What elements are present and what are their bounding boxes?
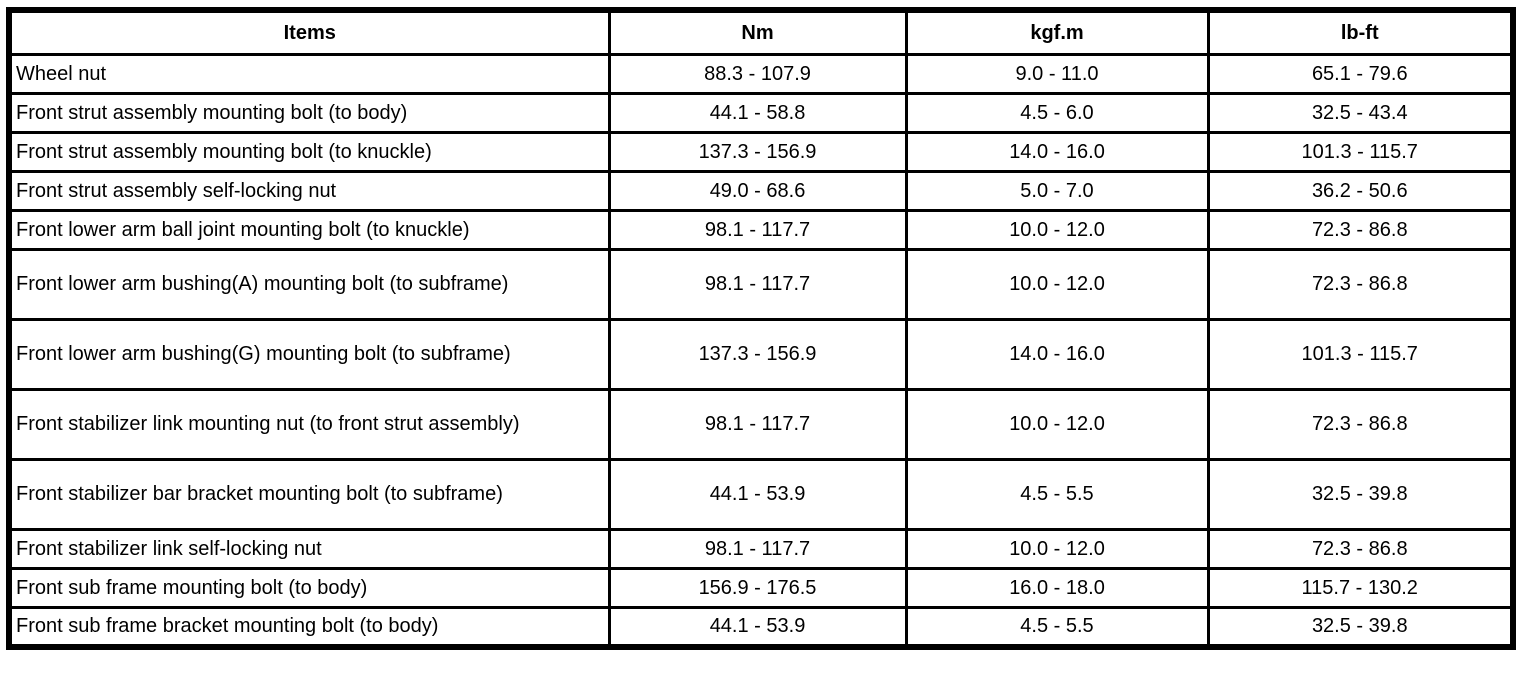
lbft-value: 65.1 - 79.6 — [1206, 53, 1515, 95]
kgfm-value: 10.0 - 12.0 — [904, 248, 1210, 321]
column-header-nm: Nm — [607, 8, 908, 56]
table-row: Front lower arm ball joint mounting bolt… — [7, 209, 1515, 251]
kgfm-value: 10.0 - 12.0 — [904, 209, 1210, 251]
kgfm-value: 14.0 - 16.0 — [904, 318, 1210, 391]
kgfm-value: 9.0 - 11.0 — [904, 53, 1210, 95]
item-label: Wheel nut — [7, 53, 611, 95]
nm-value: 98.1 - 117.7 — [607, 528, 908, 570]
lbft-value: 32.5 - 39.8 — [1206, 606, 1515, 648]
header-row: Items Nm kgf.m lb-ft — [7, 8, 1515, 56]
item-label: Front sub frame mounting bolt (to body) — [7, 567, 611, 609]
torque-spec-table-container: Items Nm kgf.m lb-ft Wheel nut 88.3 - 10… — [6, 7, 1516, 650]
nm-value: 156.9 - 176.5 — [607, 567, 908, 609]
table-row: Front sub frame mounting bolt (to body) … — [7, 567, 1515, 609]
kgfm-value: 14.0 - 16.0 — [904, 131, 1210, 173]
item-label: Front lower arm bushing(A) mounting bolt… — [7, 248, 611, 321]
nm-value: 137.3 - 156.9 — [607, 318, 908, 391]
lbft-value: 32.5 - 39.8 — [1206, 458, 1515, 531]
kgfm-value: 5.0 - 7.0 — [904, 170, 1210, 212]
kgfm-value: 16.0 - 18.0 — [904, 567, 1210, 609]
table-row: Front strut assembly mounting bolt (to b… — [7, 92, 1515, 134]
kgfm-value: 10.0 - 12.0 — [904, 388, 1210, 461]
kgfm-value: 4.5 - 5.5 — [904, 606, 1210, 648]
kgfm-value: 10.0 - 12.0 — [904, 528, 1210, 570]
table-row: Front sub frame bracket mounting bolt (t… — [7, 606, 1515, 648]
table-row: Front stabilizer link self-locking nut 9… — [7, 528, 1515, 570]
item-label: Front strut assembly mounting bolt (to k… — [7, 131, 611, 173]
nm-value: 44.1 - 53.9 — [607, 606, 908, 648]
lbft-value: 72.3 - 86.8 — [1206, 388, 1515, 461]
item-label: Front strut assembly self-locking nut — [7, 170, 611, 212]
table-row: Front stabilizer bar bracket mounting bo… — [7, 458, 1515, 531]
item-label: Front stabilizer bar bracket mounting bo… — [7, 458, 611, 531]
table-row: Front strut assembly self-locking nut 49… — [7, 170, 1515, 212]
kgfm-value: 4.5 - 6.0 — [904, 92, 1210, 134]
table-row: Front strut assembly mounting bolt (to k… — [7, 131, 1515, 173]
nm-value: 98.1 - 117.7 — [607, 209, 908, 251]
item-label: Front lower arm ball joint mounting bolt… — [7, 209, 611, 251]
item-label: Front strut assembly mounting bolt (to b… — [7, 92, 611, 134]
lbft-value: 101.3 - 115.7 — [1206, 131, 1515, 173]
column-header-items: Items — [7, 8, 611, 56]
item-label: Front stabilizer link self-locking nut — [7, 528, 611, 570]
table-row: Front lower arm bushing(G) mounting bolt… — [7, 318, 1515, 391]
item-label: Front sub frame bracket mounting bolt (t… — [7, 606, 611, 648]
nm-value: 98.1 - 117.7 — [607, 388, 908, 461]
nm-value: 137.3 - 156.9 — [607, 131, 908, 173]
table-row: Front stabilizer link mounting nut (to f… — [7, 388, 1515, 461]
nm-value: 44.1 - 53.9 — [607, 458, 908, 531]
item-label: Front lower arm bushing(G) mounting bolt… — [7, 318, 611, 391]
torque-spec-table: Items Nm kgf.m lb-ft Wheel nut 88.3 - 10… — [6, 7, 1516, 650]
lbft-value: 72.3 - 86.8 — [1206, 248, 1515, 321]
nm-value: 98.1 - 117.7 — [607, 248, 908, 321]
lbft-value: 115.7 - 130.2 — [1206, 567, 1515, 609]
lbft-value: 72.3 - 86.8 — [1206, 528, 1515, 570]
kgfm-value: 4.5 - 5.5 — [904, 458, 1210, 531]
column-header-kgfm: kgf.m — [904, 8, 1210, 56]
nm-value: 49.0 - 68.6 — [607, 170, 908, 212]
lbft-value: 101.3 - 115.7 — [1206, 318, 1515, 391]
lbft-value: 36.2 - 50.6 — [1206, 170, 1515, 212]
column-header-lbft: lb-ft — [1206, 8, 1515, 56]
nm-value: 44.1 - 58.8 — [607, 92, 908, 134]
nm-value: 88.3 - 107.9 — [607, 53, 908, 95]
item-label: Front stabilizer link mounting nut (to f… — [7, 388, 611, 461]
lbft-value: 72.3 - 86.8 — [1206, 209, 1515, 251]
table-row: Front lower arm bushing(A) mounting bolt… — [7, 248, 1515, 321]
lbft-value: 32.5 - 43.4 — [1206, 92, 1515, 134]
table-row: Wheel nut 88.3 - 107.9 9.0 - 11.0 65.1 -… — [7, 53, 1515, 95]
